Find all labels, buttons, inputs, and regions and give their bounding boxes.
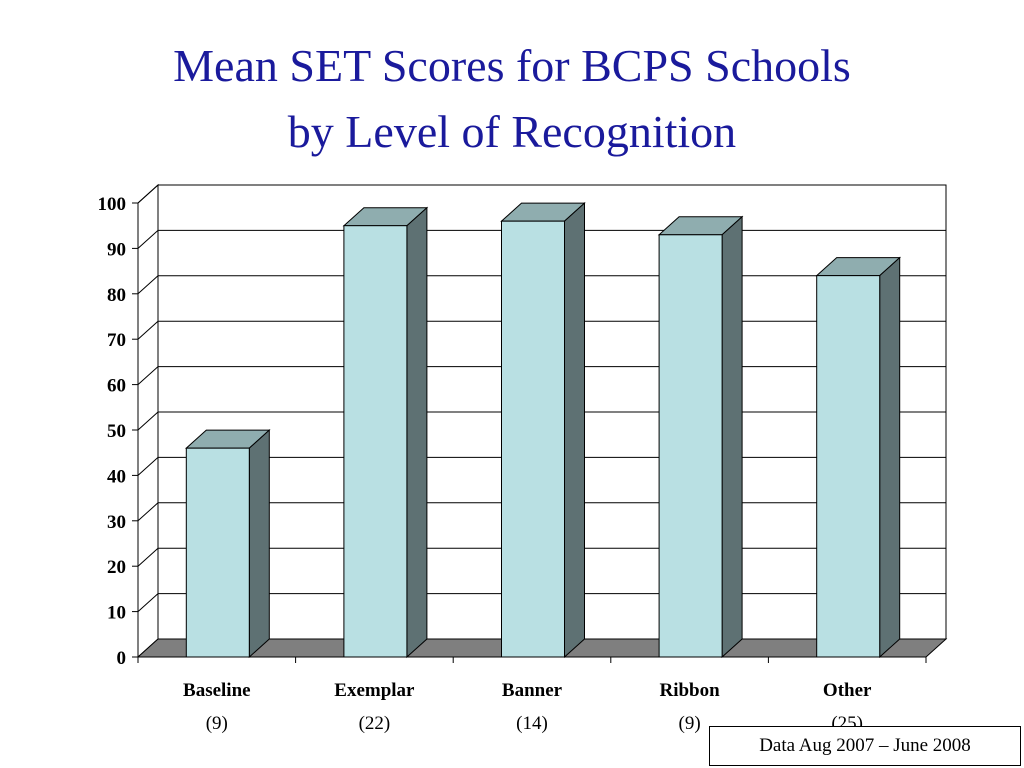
bar-side [248,429,270,659]
y-tick-label: 40 [107,466,126,487]
x-category-count: (9) [206,713,228,734]
y-tick-label: 10 [107,603,126,624]
y-tick-label: 50 [107,421,126,442]
data-source-note: Data Aug 2007 – June 2008 [709,726,1021,766]
x-category-label: Banner [502,680,563,701]
bar [816,275,881,658]
x-category-label: Exemplar [334,680,415,701]
y-tick-label: 60 [107,376,126,397]
y-tick-label: 70 [107,330,126,351]
y-tick-label: 90 [107,239,126,260]
y-tick-label: 80 [107,285,126,306]
chart-title-line-1: Mean SET Scores for BCPS Schools [173,40,851,91]
y-tick-label: 30 [107,512,126,533]
x-category-label: Baseline [183,680,251,701]
bar-side [406,206,428,659]
bar [658,234,723,658]
bar [501,220,565,658]
bar-side [879,256,901,659]
x-category-count: (22) [359,713,391,734]
bar [185,447,250,658]
chart-title-line-2: by Level of Recognition [287,106,737,157]
x-category-label: Other [823,680,872,701]
x-category-label: Ribbon [659,680,720,701]
x-category-count: (9) [679,713,701,734]
x-category-count: (14) [516,713,548,734]
y-tick-label: 100 [98,194,127,215]
gridline [137,184,946,204]
bar [343,225,408,658]
y-tick-label: 20 [107,557,126,578]
bar-side [564,202,585,659]
bar-side [721,215,743,659]
y-tick-label: 0 [117,648,127,669]
